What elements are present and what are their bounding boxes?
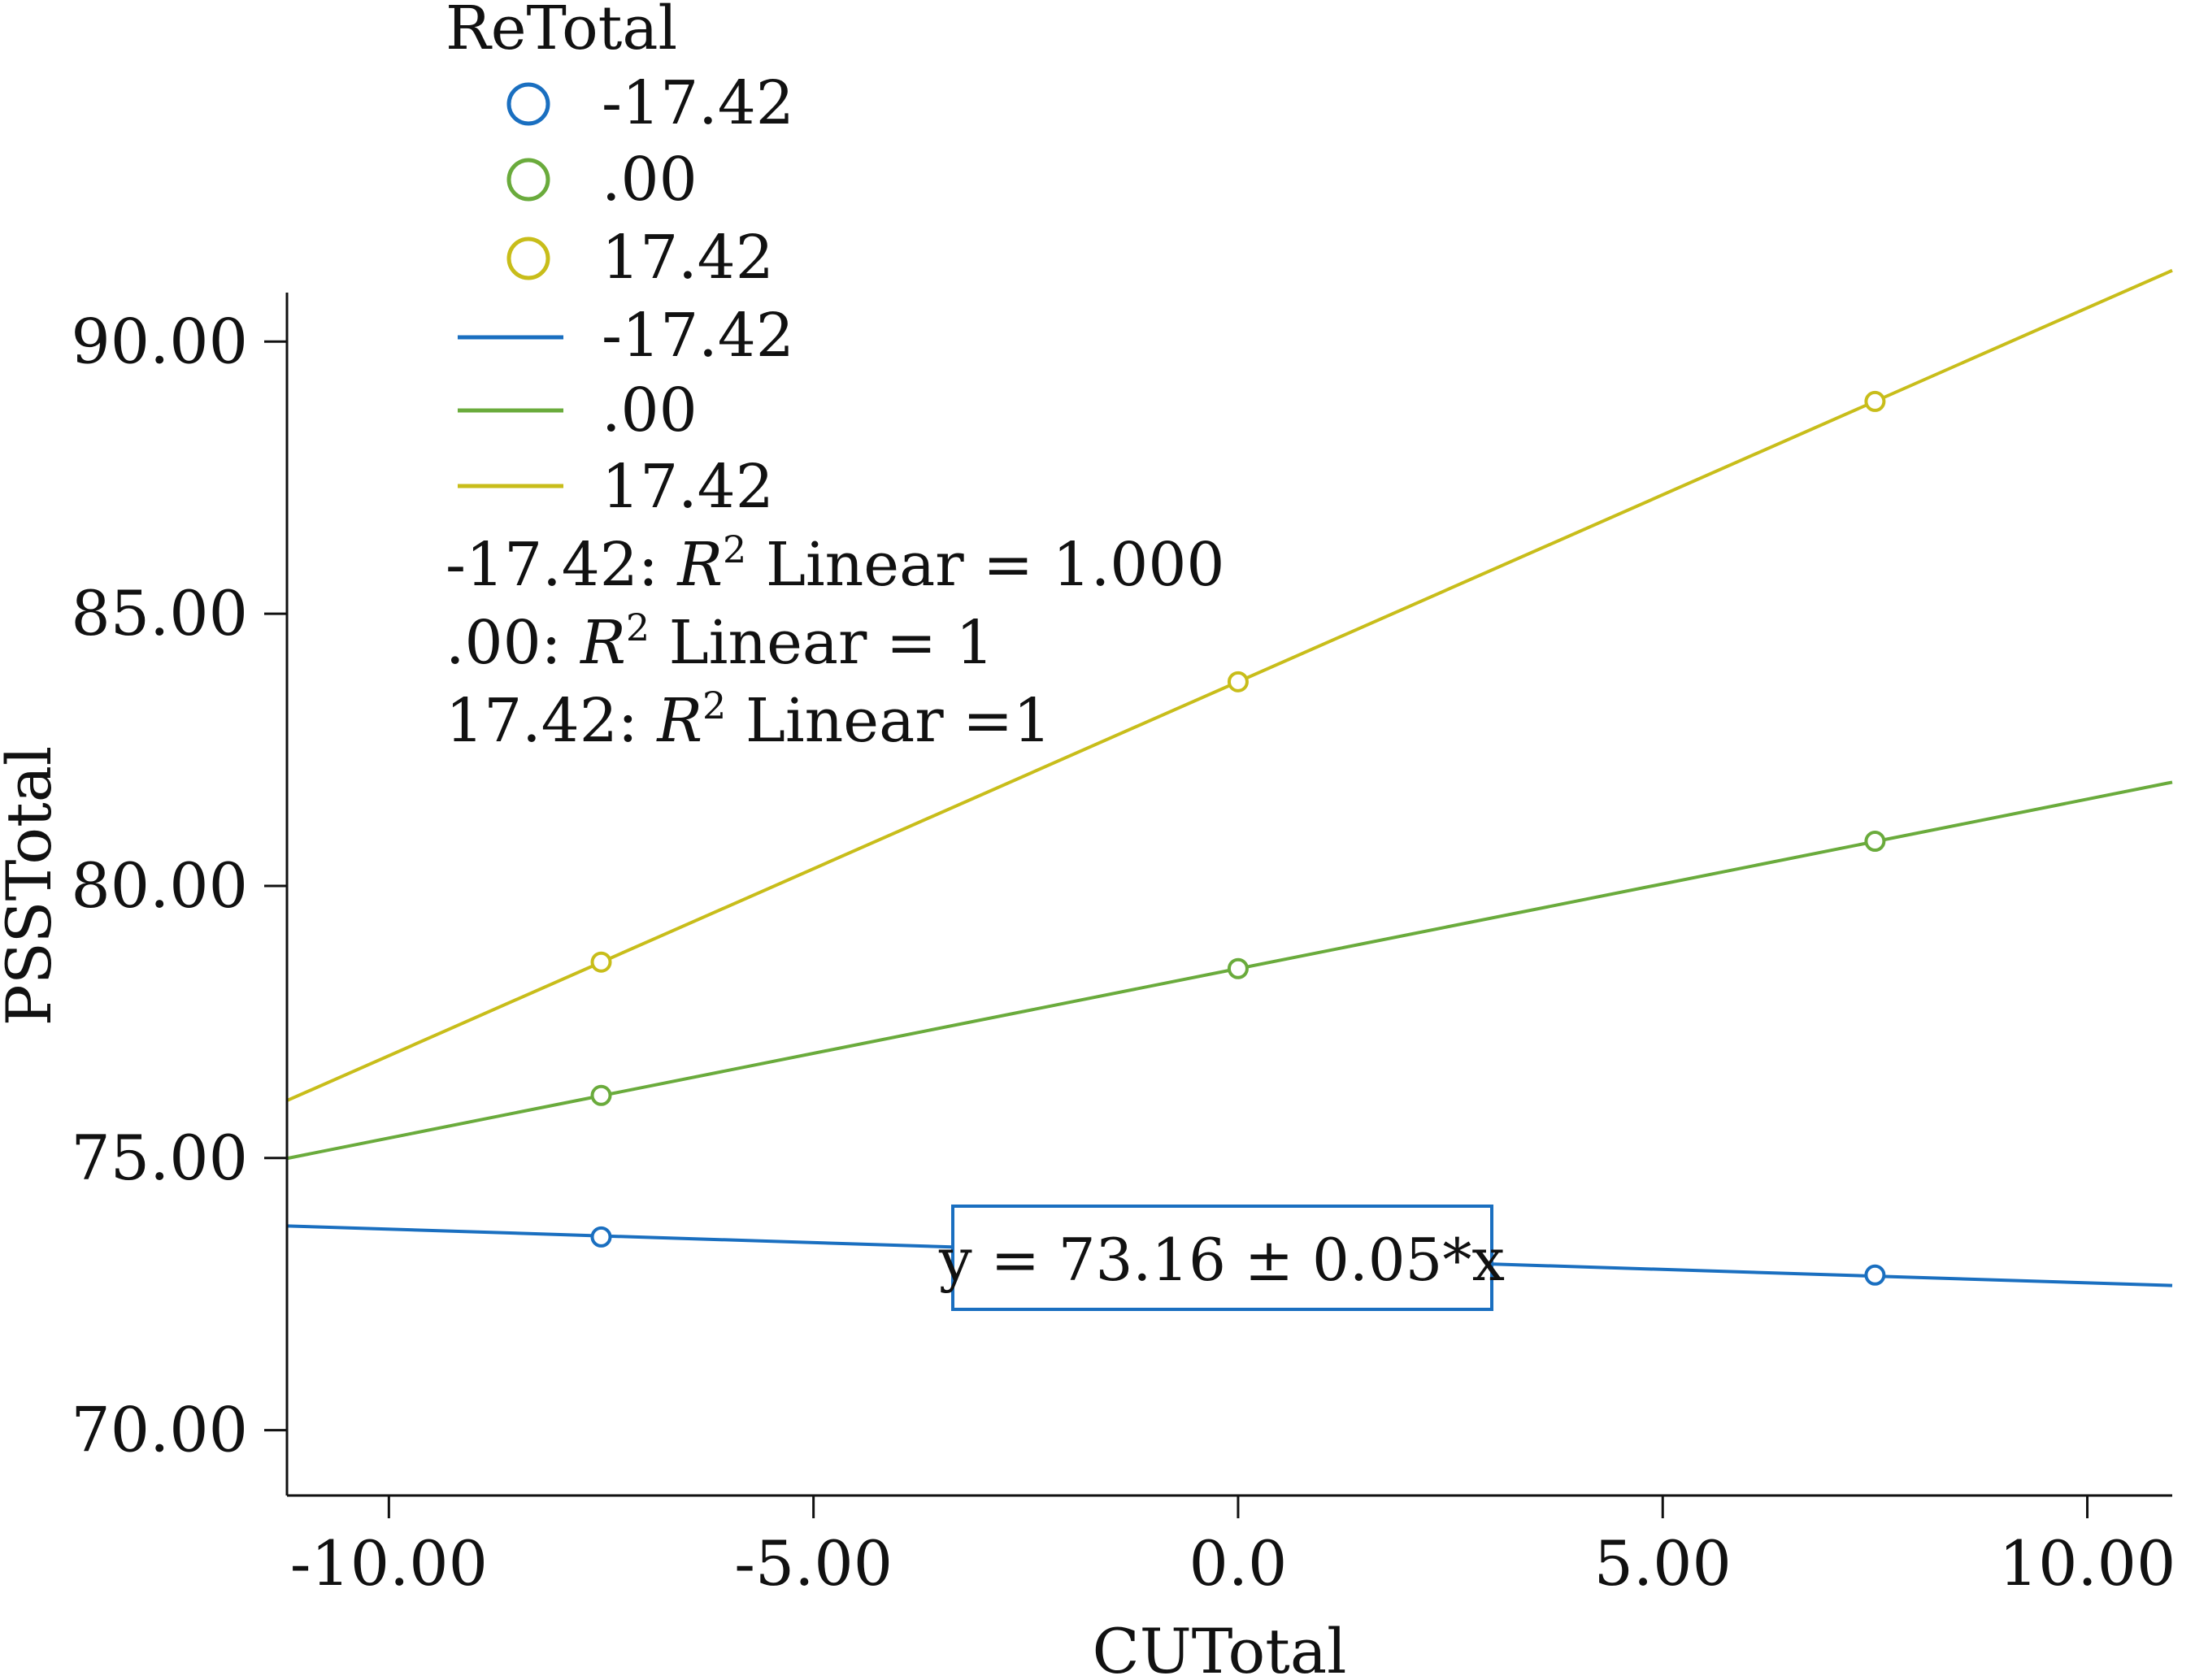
legend-marker-zero (506, 158, 550, 202)
equation-text: y = 73.16 ± 0.05*x (938, 1226, 1505, 1294)
rsq-label-neg: -17.42: R2 Linear = 1.000 (446, 527, 1224, 600)
rsq-label-zero: .00: R2 Linear = 1 (446, 606, 994, 678)
equation-box (951, 1205, 1493, 1311)
legend-title: ReTotal (446, 0, 677, 63)
y-tick-label: 85.00 (71, 577, 248, 649)
fit-lines (286, 268, 2173, 1287)
y-tick-label: 80.00 (71, 849, 248, 922)
legend-marker-label-neg: -17.42 (602, 68, 794, 138)
x-tick-label: 0.0 (1189, 1527, 1288, 1600)
x-tick-label: -10.00 (290, 1527, 488, 1600)
equation-annotation: y = 73.16 ± 0.05*x (938, 1205, 1505, 1311)
legend-marker-pos (506, 237, 550, 280)
rsq-label-pos: 17.42: R2 Linear =1 (446, 684, 1051, 756)
legend-marker-label-zero: .00 (602, 145, 698, 215)
y-axis-title: PSSTotal (0, 746, 65, 1027)
data-points (590, 390, 1886, 1286)
legend: ReTotal -17.42 .00 17.42 -17.42 .00 17.4… (446, 0, 1224, 756)
data-point (1227, 671, 1249, 692)
y-tick-label: 75.00 (71, 1122, 248, 1194)
data-point (590, 1226, 612, 1248)
y-ticks: 70.00 75.00 80.00 85.00 90.00 (71, 305, 287, 1466)
y-tick-label: 90.00 (71, 305, 248, 377)
legend-marker-label-pos: 17.42 (602, 223, 774, 293)
data-point (590, 951, 612, 973)
legend-line-label-pos: 17.42 (602, 452, 774, 522)
x-ticks: -10.00 -5.00 0.0 5.00 10.00 (290, 1496, 2176, 1600)
data-point (1864, 390, 1886, 412)
data-point (1227, 957, 1249, 979)
legend-line-label-neg: -17.42 (602, 301, 794, 371)
data-point (1864, 1264, 1886, 1286)
data-point (1864, 831, 1886, 853)
data-point (590, 1084, 612, 1106)
legend-line-label-zero: .00 (602, 376, 698, 445)
y-tick-label: 70.00 (71, 1394, 248, 1466)
x-tick-label: 5.00 (1594, 1527, 1732, 1600)
x-tick-label: -5.00 (734, 1527, 893, 1600)
x-tick-label: 10.00 (1999, 1527, 2176, 1600)
legend-marker-neg (506, 82, 550, 126)
x-axis-title: CUTotal (1093, 1615, 1347, 1680)
